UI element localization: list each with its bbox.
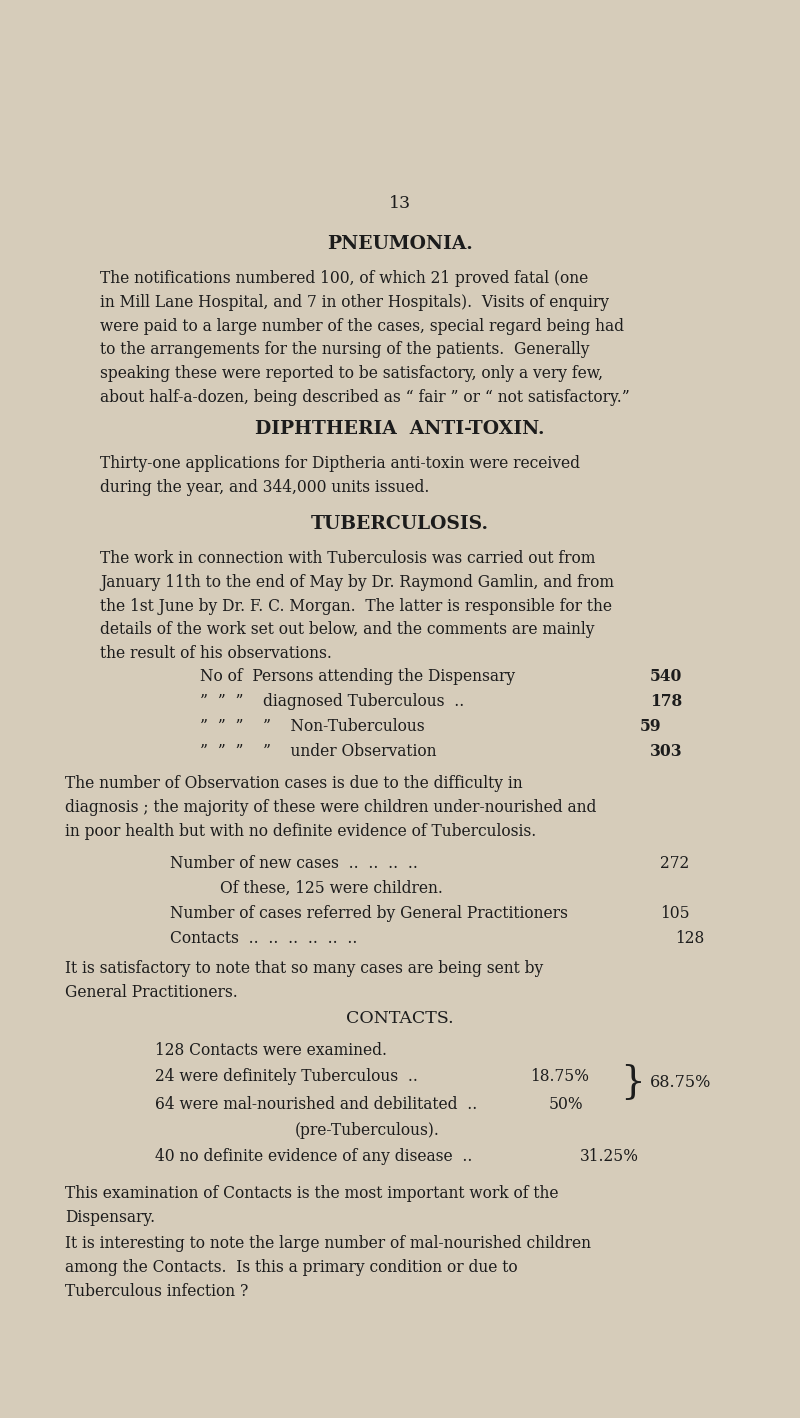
Text: 128: 128 (675, 930, 704, 947)
Text: CONTACTS.: CONTACTS. (346, 1010, 454, 1027)
Text: 64 were mal-nourished and debilitated  ..: 64 were mal-nourished and debilitated .. (155, 1096, 478, 1113)
Text: 31.25%: 31.25% (580, 1149, 639, 1166)
Text: 24 were definitely Tuberculous  ..: 24 were definitely Tuberculous .. (155, 1068, 418, 1085)
Text: Thirty-one applications for Diptheria anti-toxin were received
during the year, : Thirty-one applications for Diptheria an… (100, 455, 580, 496)
Text: 13: 13 (389, 196, 411, 213)
Text: 272: 272 (660, 855, 690, 872)
Text: This examination of Contacts is the most important work of the
Dispensary.: This examination of Contacts is the most… (65, 1185, 558, 1225)
Text: 540: 540 (650, 668, 682, 685)
Text: The number of Observation cases is due to the difficulty in
diagnosis ; the majo: The number of Observation cases is due t… (65, 776, 596, 839)
Text: It is satisfactory to note that so many cases are being sent by
General Practiti: It is satisfactory to note that so many … (65, 960, 543, 1001)
Text: DIPHTHERIA  ANTI-TOXIN.: DIPHTHERIA ANTI-TOXIN. (255, 420, 545, 438)
Text: Number of new cases  ..  ..  ..  ..: Number of new cases .. .. .. .. (170, 855, 418, 872)
Text: Of these, 125 were children.: Of these, 125 were children. (220, 881, 443, 898)
Text: 128 Contacts were examined.: 128 Contacts were examined. (155, 1042, 387, 1059)
Text: 40 no definite evidence of any disease  ..: 40 no definite evidence of any disease .… (155, 1149, 472, 1166)
Text: ”  ”  ”    ”    under Observation: ” ” ” ” under Observation (200, 743, 437, 760)
Text: 59: 59 (640, 718, 662, 735)
Text: 303: 303 (650, 743, 682, 760)
Text: Number of cases referred by General Practitioners: Number of cases referred by General Prac… (170, 905, 568, 922)
Text: 178: 178 (650, 693, 682, 710)
Text: ”  ”  ”    diagnosed Tuberculous  ..: ” ” ” diagnosed Tuberculous .. (200, 693, 464, 710)
Text: 50%: 50% (549, 1096, 584, 1113)
Text: 68.75%: 68.75% (650, 1073, 711, 1090)
Text: (pre-Tuberculous).: (pre-Tuberculous). (295, 1122, 440, 1139)
Text: The work in connection with Tuberculosis was carried out from
January 11th to th: The work in connection with Tuberculosis… (100, 550, 614, 662)
Text: No of  Persons attending the Dispensary: No of Persons attending the Dispensary (200, 668, 515, 685)
Text: ”  ”  ”    ”    Non-Tuberculous: ” ” ” ” Non-Tuberculous (200, 718, 425, 735)
Text: }: } (620, 1064, 645, 1100)
Text: TUBERCULOSIS.: TUBERCULOSIS. (311, 515, 489, 533)
Text: 105: 105 (660, 905, 690, 922)
Text: The notifications numbered 100, of which 21 proved fatal (one
in Mill Lane Hospi: The notifications numbered 100, of which… (100, 269, 630, 406)
Text: It is interesting to note the large number of mal-nourished children
among the C: It is interesting to note the large numb… (65, 1235, 591, 1299)
Text: PNEUMONIA.: PNEUMONIA. (327, 235, 473, 252)
Text: Contacts  ..  ..  ..  ..  ..  ..: Contacts .. .. .. .. .. .. (170, 930, 358, 947)
Text: 18.75%: 18.75% (530, 1068, 589, 1085)
